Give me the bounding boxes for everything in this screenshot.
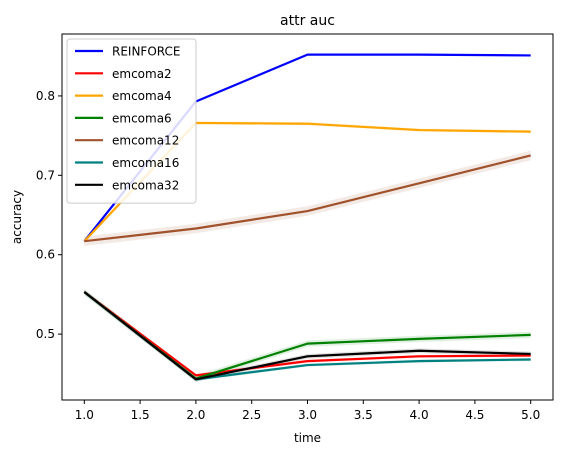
legend-label-emcoma4: emcoma4: [112, 89, 172, 103]
x-tick-label: 4.0: [410, 408, 429, 422]
x-tick-label: 2.5: [242, 408, 261, 422]
legend-label-emcoma32: emcoma32: [112, 178, 179, 192]
x-tick-label: 5.0: [521, 408, 540, 422]
y-tick-label: 0.8: [36, 89, 55, 103]
legend-label-reinforce: REINFORCE: [112, 45, 180, 59]
y-axis-label: accuracy: [10, 190, 24, 244]
x-tick-label: 3.5: [354, 408, 373, 422]
series-lines: [83, 53, 531, 381]
x-tick-label: 1.0: [75, 408, 94, 422]
x-tick-label: 1.5: [131, 408, 150, 422]
x-tick-label: 3.0: [298, 408, 317, 422]
series-line-emcoma32: [83, 291, 531, 381]
x-tick-label: 2.0: [186, 408, 205, 422]
y-tick-label: 0.7: [36, 168, 55, 182]
legend: REINFORCE emcoma2 emcoma4 emcoma6 emcoma12 em…: [66, 38, 197, 204]
y-tick-label: 0.5: [36, 327, 55, 341]
x-tick-label: 4.5: [465, 408, 484, 422]
y-tick-label: 0.6: [36, 248, 55, 262]
series-line-emcoma2: [83, 291, 531, 377]
chart-title: attr auc: [280, 13, 335, 29]
legend-label-emcoma2: emcoma2: [112, 67, 172, 81]
band-emcoma6: [84, 288, 531, 382]
series-line-emcoma12: [84, 154, 531, 243]
legend-label-emcoma12: emcoma12: [112, 134, 179, 148]
legend-label-emcoma6: emcoma6: [112, 111, 172, 125]
axis-ticks: 1.0 1.5 2.0 2.5 3.0 3.5 4.0 4.5 5.0 0.5 0.6 0.7 0.8: [36, 89, 540, 422]
legend-label-emcoma16: emcoma16: [112, 156, 179, 170]
x-axis-label: time: [294, 431, 321, 445]
